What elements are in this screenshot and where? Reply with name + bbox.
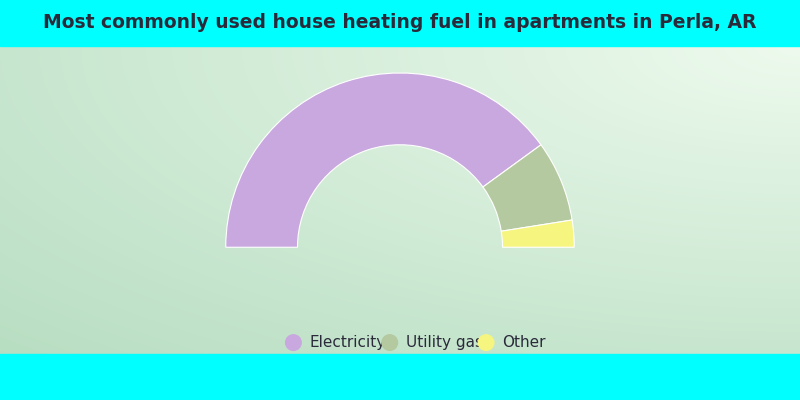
Text: Most commonly used house heating fuel in apartments in Perla, AR: Most commonly used house heating fuel in… <box>43 14 757 32</box>
Circle shape <box>382 335 398 350</box>
Circle shape <box>286 335 301 350</box>
Text: Utility gas: Utility gas <box>406 335 482 350</box>
Wedge shape <box>502 220 574 247</box>
Bar <box>0 0 800 46</box>
Wedge shape <box>483 145 572 231</box>
Text: Electricity: Electricity <box>310 335 386 350</box>
Wedge shape <box>226 73 541 247</box>
Bar <box>0 354 800 400</box>
Circle shape <box>478 335 494 350</box>
Text: Other: Other <box>502 335 546 350</box>
